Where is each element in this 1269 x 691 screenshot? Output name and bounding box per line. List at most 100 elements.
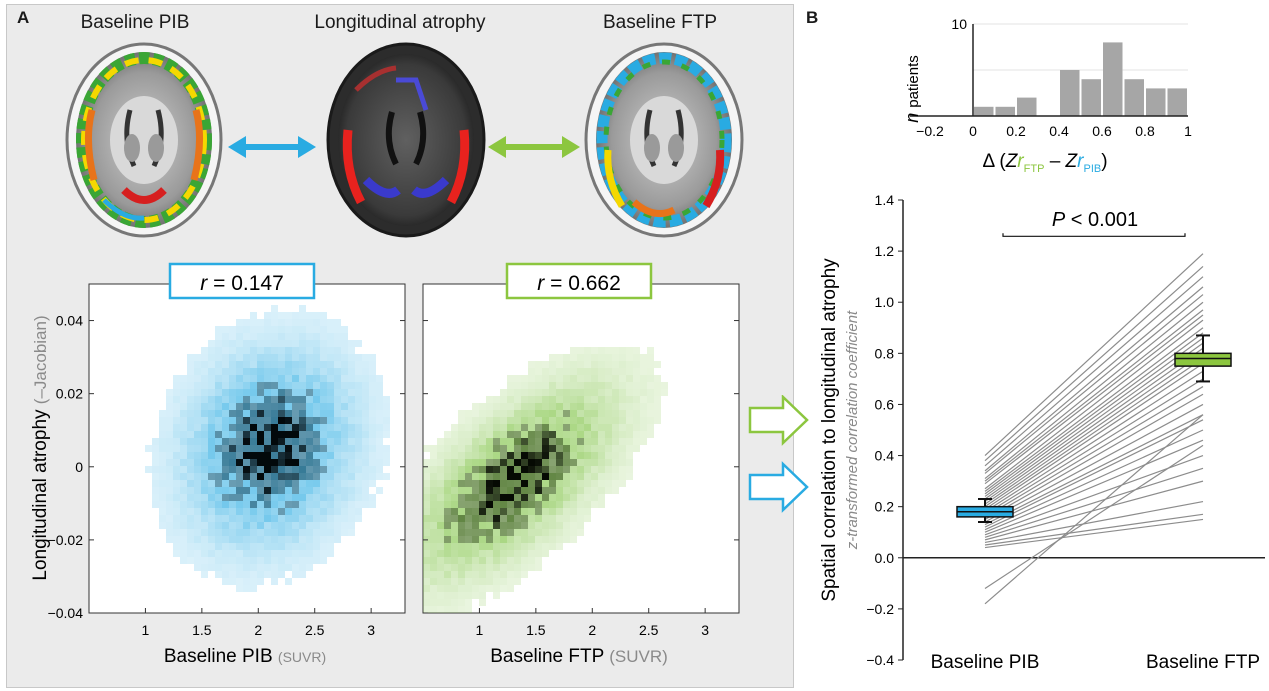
density-cell [166, 494, 173, 501]
density-cell [222, 382, 229, 389]
density-cell [257, 340, 264, 347]
density-cell [605, 459, 612, 466]
density-cell [236, 445, 243, 452]
density-cell [640, 389, 647, 396]
density-cell [472, 452, 479, 459]
density-cell [320, 410, 327, 417]
density-cell [306, 354, 313, 361]
density-cell [528, 410, 535, 417]
density-cell [437, 487, 444, 494]
density-cell [222, 494, 229, 501]
density-cell [194, 508, 201, 515]
density-cell [341, 487, 348, 494]
density-cell [423, 550, 430, 557]
density-cell [320, 431, 327, 438]
density-cell [437, 592, 444, 599]
density-cell [376, 410, 383, 417]
density-cell [549, 494, 556, 501]
density-cell [313, 340, 320, 347]
density-cell [444, 543, 451, 550]
density-cell [465, 571, 472, 578]
density-cell [437, 466, 444, 473]
density-cell [619, 480, 626, 487]
density-cell [194, 529, 201, 536]
density-cell [430, 585, 437, 592]
density-cell [528, 487, 535, 494]
density-cell [166, 438, 173, 445]
density-cell [654, 396, 661, 403]
density-cell [535, 361, 542, 368]
density-cell [320, 368, 327, 375]
density-cell [514, 508, 521, 515]
density-cell [320, 382, 327, 389]
density-cell [348, 347, 355, 354]
density-cell [278, 480, 285, 487]
density-cell [535, 368, 542, 375]
density-cell [208, 389, 215, 396]
density-cell [612, 452, 619, 459]
density-cell [194, 445, 201, 452]
density-cell [479, 403, 486, 410]
density-cell [334, 340, 341, 347]
brain-atrophy-image [326, 42, 486, 238]
density-cell [278, 529, 285, 536]
density-cell [591, 354, 598, 361]
density-cell [549, 354, 556, 361]
density-cell [444, 501, 451, 508]
density-cell [257, 543, 264, 550]
density-cell [229, 375, 236, 382]
density-cell [612, 445, 619, 452]
density-cell [521, 473, 528, 480]
density-cell [215, 473, 222, 480]
density-cell [278, 389, 285, 396]
density-cell [465, 452, 472, 459]
density-cell [626, 389, 633, 396]
density-cell [654, 389, 661, 396]
density-cell [612, 368, 619, 375]
density-cell [187, 403, 194, 410]
subject-line [984, 347, 1204, 503]
density-cell [264, 550, 271, 557]
density-cell [563, 417, 570, 424]
density-cell [362, 445, 369, 452]
density-cell [591, 480, 598, 487]
density-cell [605, 354, 612, 361]
density-cell [306, 487, 313, 494]
density-cell [619, 361, 626, 368]
subject-line [984, 518, 1204, 549]
density-cell [327, 445, 334, 452]
density-cell [619, 382, 626, 389]
density-cell [605, 466, 612, 473]
density-cell [486, 438, 493, 445]
density-cell [556, 487, 563, 494]
density-cell [313, 333, 320, 340]
density-cell [201, 396, 208, 403]
density-cell [451, 515, 458, 522]
density-cell [355, 494, 362, 501]
density-cell [180, 494, 187, 501]
density-cell [647, 347, 654, 354]
density-cell [423, 501, 430, 508]
density-cell [208, 550, 215, 557]
subject-line [984, 276, 1204, 467]
density-cell [285, 368, 292, 375]
density-cell [229, 459, 236, 466]
density-cell [369, 445, 376, 452]
density-cell [327, 417, 334, 424]
density-cell [444, 445, 451, 452]
density-cell [173, 480, 180, 487]
density-cell [355, 452, 362, 459]
density-cell [236, 522, 243, 529]
density-cell [521, 550, 528, 557]
density-cell [306, 424, 313, 431]
density-cell [334, 431, 341, 438]
density-cell [486, 473, 493, 480]
density-cell [348, 494, 355, 501]
density-cell [243, 508, 250, 515]
density-cell [180, 452, 187, 459]
density-cell [250, 578, 257, 585]
density-cell [285, 319, 292, 326]
density-cell [152, 459, 159, 466]
density-cell [278, 487, 285, 494]
density-cell [194, 438, 201, 445]
